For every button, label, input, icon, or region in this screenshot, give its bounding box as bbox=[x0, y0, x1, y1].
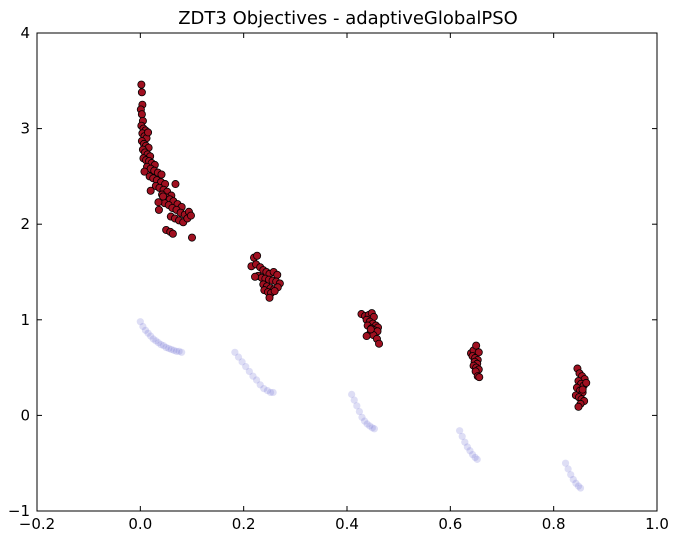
data-point-series-0 bbox=[569, 475, 577, 484]
data-point-series-1 bbox=[270, 287, 279, 296]
data-point-series-1 bbox=[574, 402, 583, 411]
data-point-series-0 bbox=[162, 343, 170, 352]
data-point-series-1 bbox=[154, 198, 163, 207]
data-point-series-1 bbox=[168, 229, 177, 238]
y-tick-label: −1 bbox=[8, 502, 30, 520]
data-point-series-0 bbox=[473, 455, 481, 463]
data-point-series-0 bbox=[368, 424, 376, 432]
data-point-series-1 bbox=[159, 192, 168, 201]
data-point-series-1 bbox=[137, 80, 146, 89]
data-point-series-1 bbox=[137, 110, 146, 119]
data-point-series-1 bbox=[578, 385, 587, 394]
y-tick-label: 2 bbox=[20, 215, 30, 233]
data-point-series-0 bbox=[358, 413, 366, 421]
data-point-series-0 bbox=[231, 348, 239, 356]
data-point-series-1 bbox=[265, 293, 274, 302]
data-point-series-0 bbox=[167, 345, 175, 354]
data-point-series-0 bbox=[561, 459, 570, 467]
data-point-series-0 bbox=[461, 438, 469, 446]
plot-frame bbox=[36, 32, 658, 512]
data-point-series-0 bbox=[370, 425, 378, 433]
data-point-series-0 bbox=[350, 396, 358, 404]
data-point-series-1 bbox=[362, 332, 371, 341]
data-point-series-0 bbox=[564, 465, 572, 473]
data-point-series-1 bbox=[251, 272, 260, 281]
data-point-series-0 bbox=[154, 339, 163, 347]
data-point-series-0 bbox=[363, 420, 371, 428]
data-point-series-1 bbox=[475, 373, 484, 382]
data-point-series-1 bbox=[474, 348, 483, 357]
data-point-series-0 bbox=[366, 422, 374, 430]
data-point-series-0 bbox=[178, 348, 186, 356]
data-point-series-1 bbox=[140, 167, 149, 176]
data-point-series-0 bbox=[266, 388, 275, 397]
x-tick-label: 1.0 bbox=[645, 515, 669, 533]
data-point-series-0 bbox=[458, 432, 466, 441]
data-point-series-0 bbox=[165, 344, 173, 353]
y-tick-label: 4 bbox=[20, 24, 30, 42]
data-point-series-0 bbox=[242, 363, 250, 371]
data-point-series-1 bbox=[582, 378, 591, 387]
data-point-series-0 bbox=[238, 358, 246, 366]
y-tick-label: 1 bbox=[20, 311, 30, 329]
x-tick-label: 0.6 bbox=[438, 515, 462, 533]
x-tick-label: 0.2 bbox=[232, 515, 256, 533]
data-point-series-1 bbox=[186, 211, 195, 220]
data-point-series-0 bbox=[269, 388, 277, 397]
data-point-series-0 bbox=[567, 471, 575, 479]
data-point-series-1 bbox=[171, 180, 180, 189]
x-tick-label: 0.0 bbox=[128, 515, 152, 533]
data-point-series-0 bbox=[152, 337, 160, 345]
data-point-series-0 bbox=[139, 322, 147, 331]
data-point-series-1 bbox=[154, 205, 163, 214]
data-point-series-1 bbox=[472, 341, 481, 350]
data-point-series-0 bbox=[175, 347, 183, 355]
x-tick-label: 0.8 bbox=[542, 515, 566, 533]
data-point-series-1 bbox=[375, 339, 384, 348]
data-point-series-0 bbox=[466, 447, 474, 455]
x-tick-label: −0.2 bbox=[19, 515, 55, 533]
data-point-series-1 bbox=[146, 186, 155, 195]
chart-title: ZDT3 Objectives - adaptiveGlobalPSO bbox=[178, 8, 518, 29]
data-point-series-0 bbox=[172, 347, 181, 355]
data-point-series-0 bbox=[353, 402, 361, 410]
data-point-series-0 bbox=[348, 390, 356, 398]
data-point-series-0 bbox=[572, 479, 580, 487]
data-point-series-0 bbox=[576, 484, 585, 492]
data-point-series-0 bbox=[463, 443, 471, 451]
data-point-series-0 bbox=[147, 332, 155, 340]
data-point-series-1 bbox=[144, 128, 153, 137]
data-point-series-1 bbox=[253, 251, 262, 260]
data-point-series-0 bbox=[144, 329, 152, 337]
data-point-series-0 bbox=[249, 372, 257, 380]
data-point-series-0 bbox=[136, 318, 144, 326]
data-point-series-0 bbox=[170, 346, 178, 354]
data-point-series-0 bbox=[159, 342, 168, 350]
data-point-series-1 bbox=[187, 233, 196, 242]
data-point-series-0 bbox=[141, 326, 150, 334]
y-tick-label: 3 bbox=[20, 120, 30, 138]
y-tick-label: 0 bbox=[20, 406, 30, 424]
data-point-series-0 bbox=[263, 386, 272, 395]
data-point-series-1 bbox=[137, 88, 146, 97]
data-point-series-1 bbox=[157, 170, 166, 179]
data-point-series-0 bbox=[468, 451, 477, 459]
data-point-series-0 bbox=[260, 385, 268, 393]
data-point-series-0 bbox=[456, 427, 464, 435]
data-point-series-0 bbox=[360, 417, 369, 425]
data-point-series-0 bbox=[149, 335, 157, 343]
data-point-series-1 bbox=[366, 325, 375, 334]
data-point-series-0 bbox=[256, 381, 264, 389]
points-layer bbox=[136, 80, 591, 492]
data-point-series-0 bbox=[574, 482, 583, 490]
data-point-series-0 bbox=[252, 376, 261, 384]
axes-ticks: −0.2 0.0 0.2 0.4 0.6 0.8 1.0 −1 0 1 2 3 4 bbox=[8, 24, 669, 533]
data-point-series-0 bbox=[234, 353, 243, 361]
data-point-series-0 bbox=[471, 453, 479, 462]
x-tick-label: 0.4 bbox=[335, 515, 359, 533]
data-point-series-0 bbox=[245, 367, 253, 376]
data-point-series-0 bbox=[157, 341, 165, 349]
data-point-series-0 bbox=[355, 407, 363, 416]
